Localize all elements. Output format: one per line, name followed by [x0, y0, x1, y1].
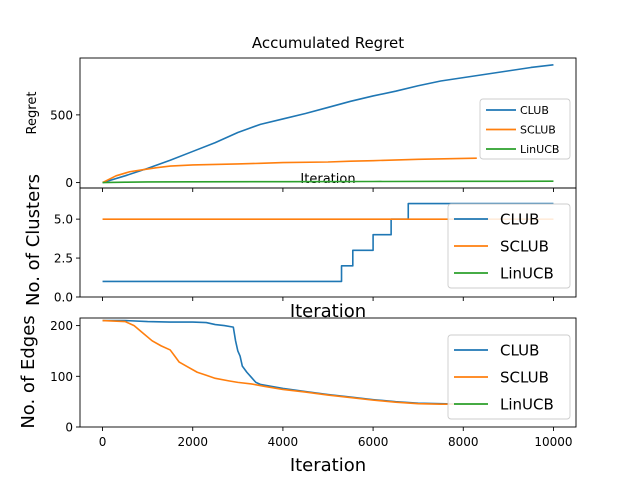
panel1-series-sclub [102, 157, 477, 184]
panel1-legend-label-club: CLUB [520, 104, 549, 117]
panel2-ytick-label: 2.5 [54, 252, 73, 266]
panel3-xtick-label: 6000 [358, 435, 389, 449]
panel2-series-club [102, 202, 554, 283]
panel2-legend-label-sclub: SCLUB [500, 238, 549, 256]
panel1-series-club [102, 63, 554, 184]
panel2-legend-label-club: CLUB [500, 211, 539, 229]
panel3-ytick-label: 100 [50, 370, 73, 384]
panel3-axes-frame [79, 317, 577, 428]
panel3-xtick-label: 10000 [534, 435, 572, 449]
panel2-xlabel: Iteration [290, 301, 366, 322]
panel3-legend-label-club: CLUB [500, 342, 539, 360]
panel3-legend-label-linucb: LinUCB [500, 396, 554, 414]
chart-marks: 0 500 CLUB SCLUB LinUCB 0.0 2.5 5.0 CLUB SCLUB Lin… [50, 57, 577, 449]
panel2-group: 0.0 2.5 5.0 CLUB SCLUB LinUCB [54, 187, 577, 305]
panel1-ylabel: Regret [25, 92, 40, 135]
panel3-legend-label-sclub: SCLUB [500, 369, 549, 387]
panel1-ytick-label: 0 [65, 176, 73, 190]
panel3-series-sclub [102, 319, 486, 405]
panel1-group: 0 500 CLUB SCLUB LinUCB [50, 57, 577, 192]
panel1-ytick-label: 500 [50, 108, 73, 122]
panel2-ytick-label: 0.0 [54, 291, 73, 305]
panel3-ytick-label: 200 [50, 319, 73, 333]
panel1-legend-label-sclub: SCLUB [520, 124, 556, 137]
panel3-xlabel: Iteration [290, 455, 366, 476]
panel1-legend-box [479, 98, 571, 160]
panel2-ylabel: No. of Clusters [23, 174, 44, 306]
panel3-xtick-label: 0 [99, 435, 107, 449]
panel2-axes-frame [79, 187, 577, 298]
panel2-legend-box [447, 203, 571, 289]
panel2-legend-label-linucb: LinUCB [500, 265, 554, 283]
panel1-legend-label-linucb: LinUCB [520, 143, 559, 156]
panel1-title: Accumulated Regret [252, 34, 404, 52]
panel3-xtick-label: 8000 [448, 435, 479, 449]
panel1-series-linucb [102, 180, 554, 184]
panel3-xtick-label: 2000 [177, 435, 208, 449]
panel2-ytick-label: 5.0 [54, 213, 73, 227]
panel3-legend-box [447, 334, 571, 420]
panel3-ylabel: No. of Edges [18, 315, 39, 428]
panel3-ytick-label: 0 [65, 421, 73, 435]
panel3-xtick-label: 4000 [268, 435, 299, 449]
panel1-xlabel: Iteration [300, 172, 355, 187]
